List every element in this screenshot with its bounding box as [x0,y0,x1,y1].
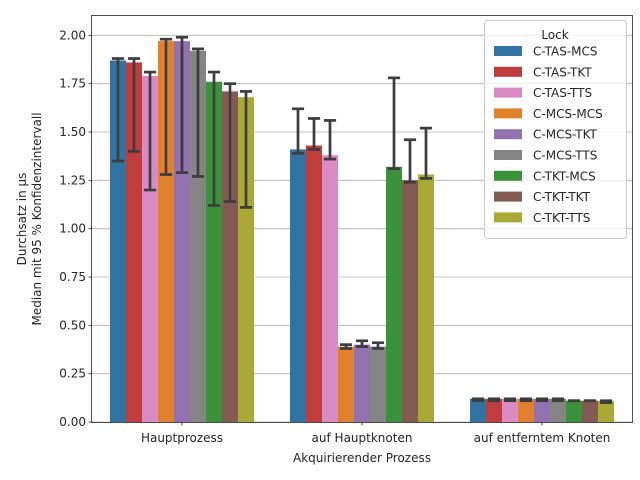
y-tick-label: 0.50 [59,318,86,332]
bar [338,346,354,422]
y-tick-label: 2.00 [59,28,86,42]
x-tick-label: auf entferntem Knoten [474,431,611,445]
legend-label: C-TKT-TTS [533,211,590,225]
legend-label: C-TKT-TKT [533,190,591,204]
y-axis-label-line2: Median mit 95 % Konfidenzintervall [30,112,44,325]
legend-title: Lock [541,28,568,42]
legend-label: C-MCS-TKT [533,128,598,142]
y-axis-label-line1: Durchsatz in µs [15,173,29,266]
bar [110,60,126,422]
legend-swatch [494,46,522,56]
bar [158,41,174,423]
legend-label: C-TAS-MCS [533,45,598,59]
bar [402,180,418,422]
bar [174,41,190,423]
error-bars [111,35,613,405]
legend-label: C-TAS-TTS [533,86,592,100]
legend-swatch [494,108,522,119]
x-tick-label: auf Hauptknoten [312,431,413,445]
bar [370,346,386,422]
bar [190,50,206,423]
legend-swatch [494,170,522,181]
bar [222,91,238,423]
y-tick-label: 1.00 [59,222,86,236]
bar [502,398,518,422]
y-axis-ticks: 0.00 0.25 0.50 0.75 1.00 1.25 1.50 1.75 2.00 [59,28,92,429]
bars [110,41,614,423]
legend-swatch [494,212,522,223]
legend-items: C-TAS-MCS C-TAS-TKT C-TAS-TTS C-MCS-MCS C-MC… [494,45,603,225]
legend-label: C-TKT-MCS [533,169,596,183]
y-tick-label: 0.25 [59,367,86,381]
y-tick-label: 0.00 [59,415,86,429]
legend-label: C-MCS-MCS [533,107,603,121]
bar [582,400,598,422]
bar [534,398,550,422]
x-axis-label: Akquirierender Prozess [293,451,431,465]
bar [486,398,502,422]
bar [550,398,566,422]
bar [386,166,402,422]
bar [322,155,338,422]
bar [470,398,486,422]
bar [206,81,222,422]
x-axis-ticks: Hauptprozess auf Hauptknoten auf entfernte… [141,422,610,445]
legend-label: C-TAS-TKT [533,65,592,79]
x-tick-label: Hauptprozess [141,431,223,445]
bar [290,149,306,422]
bar [238,97,254,422]
legend: Lock C-TAS-MCS C-TAS-TKT C-TAS-TTS C-MCS-MC… [484,20,627,239]
y-tick-label: 1.75 [59,77,86,91]
legend-swatch [494,66,522,77]
legend-swatch [494,87,522,98]
bar [566,400,582,422]
bar [354,344,370,422]
legend-swatch [494,150,522,160]
legend-swatch [494,191,522,202]
bar [306,145,322,423]
bar [418,174,434,422]
y-tick-label: 1.25 [59,173,86,187]
legend-swatch [494,129,522,140]
bar [518,398,534,422]
y-tick-label: 1.50 [59,125,86,139]
y-tick-label: 0.75 [59,270,86,284]
bar [142,75,158,422]
bar [598,400,614,422]
legend-label: C-MCS-TTS [533,149,597,163]
